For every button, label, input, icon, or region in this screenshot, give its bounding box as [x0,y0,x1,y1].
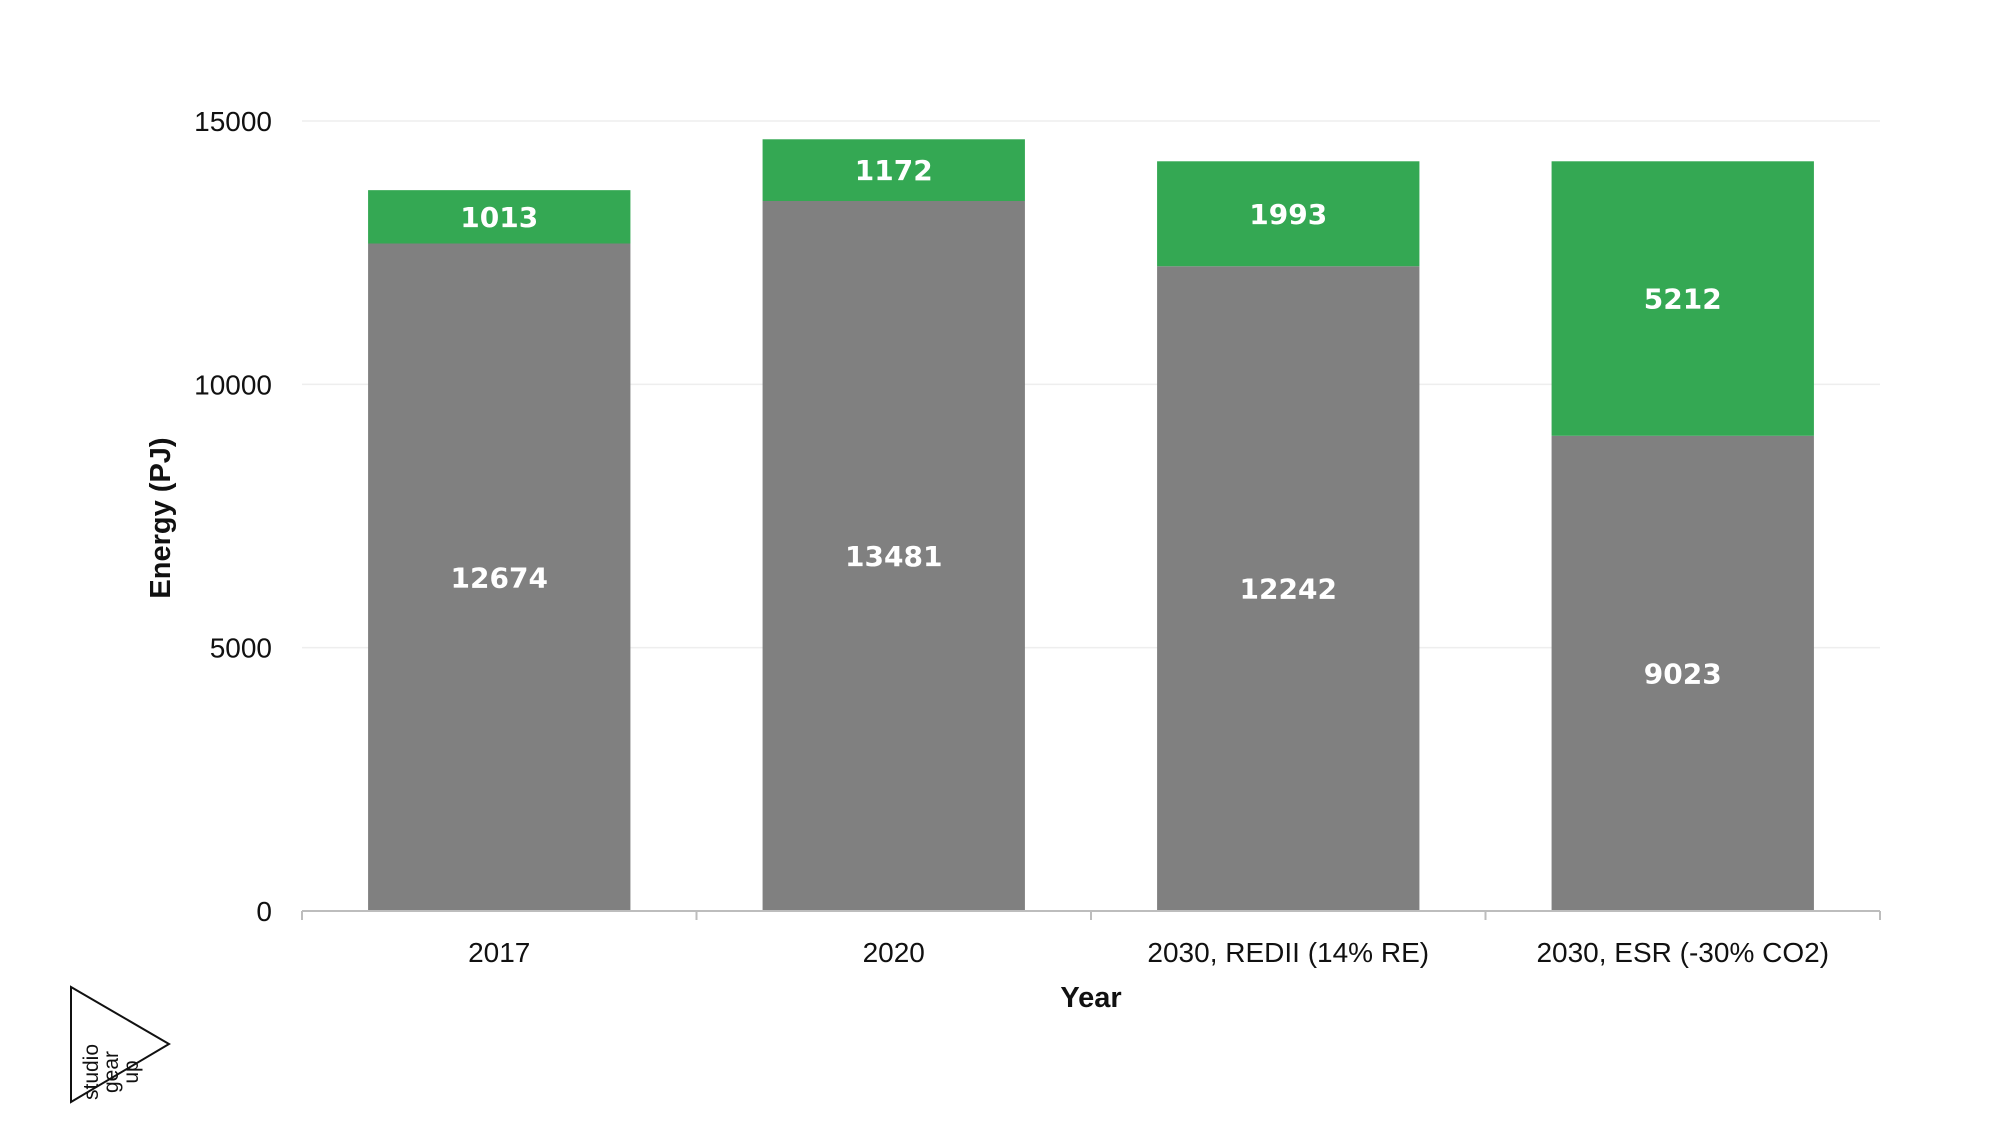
data-label: 5212 [1644,283,1722,316]
data-label: 9023 [1644,657,1722,690]
x-tick-label: 2020 [863,937,925,968]
logo-triangle-icon [70,985,171,1104]
data-label: 12242 [1240,573,1337,606]
axes: 0 5000 10000 15000 2017 2020 2030, REDII (14% … [194,106,1881,968]
bar-segment [368,190,631,244]
bar-segment [368,243,631,911]
x-axis-title: Year [1060,982,1121,1014]
data-labels: 12674 1013 13481 1172 12242 1993 9023 5212 [451,154,1722,690]
data-label: 12674 [451,561,548,594]
y-tick-label: 15000 [194,106,272,137]
y-tick-label: 5000 [210,633,272,664]
x-tick-label: 2030, ESR (-30% CO2) [1536,937,1829,968]
logo-text-studio: studio [80,1044,103,1100]
data-label: 13481 [845,540,942,573]
bars [368,139,1814,912]
data-label: 1993 [1249,198,1327,231]
bar-segment [1551,435,1814,911]
bar-segment [1157,161,1420,267]
logo-text-gear: gear [100,1051,123,1093]
y-tick-label: 0 [256,896,272,927]
y-tick-label: 10000 [194,369,272,400]
y-axis-title: Energy (PJ) [145,437,177,598]
x-tick-label: 2017 [468,937,530,968]
logo-text-up: up [120,1060,143,1083]
x-tick-label: 2030, REDII (14% RE) [1147,937,1429,968]
bar-segment [1551,161,1814,436]
studio-gear-up-logo: studio gear up [70,985,171,1104]
data-label: 1172 [855,154,933,187]
bar-segment [1157,266,1420,912]
data-label: 1013 [460,201,538,234]
bar-segment [762,201,1025,911]
bar-segment [762,139,1025,202]
